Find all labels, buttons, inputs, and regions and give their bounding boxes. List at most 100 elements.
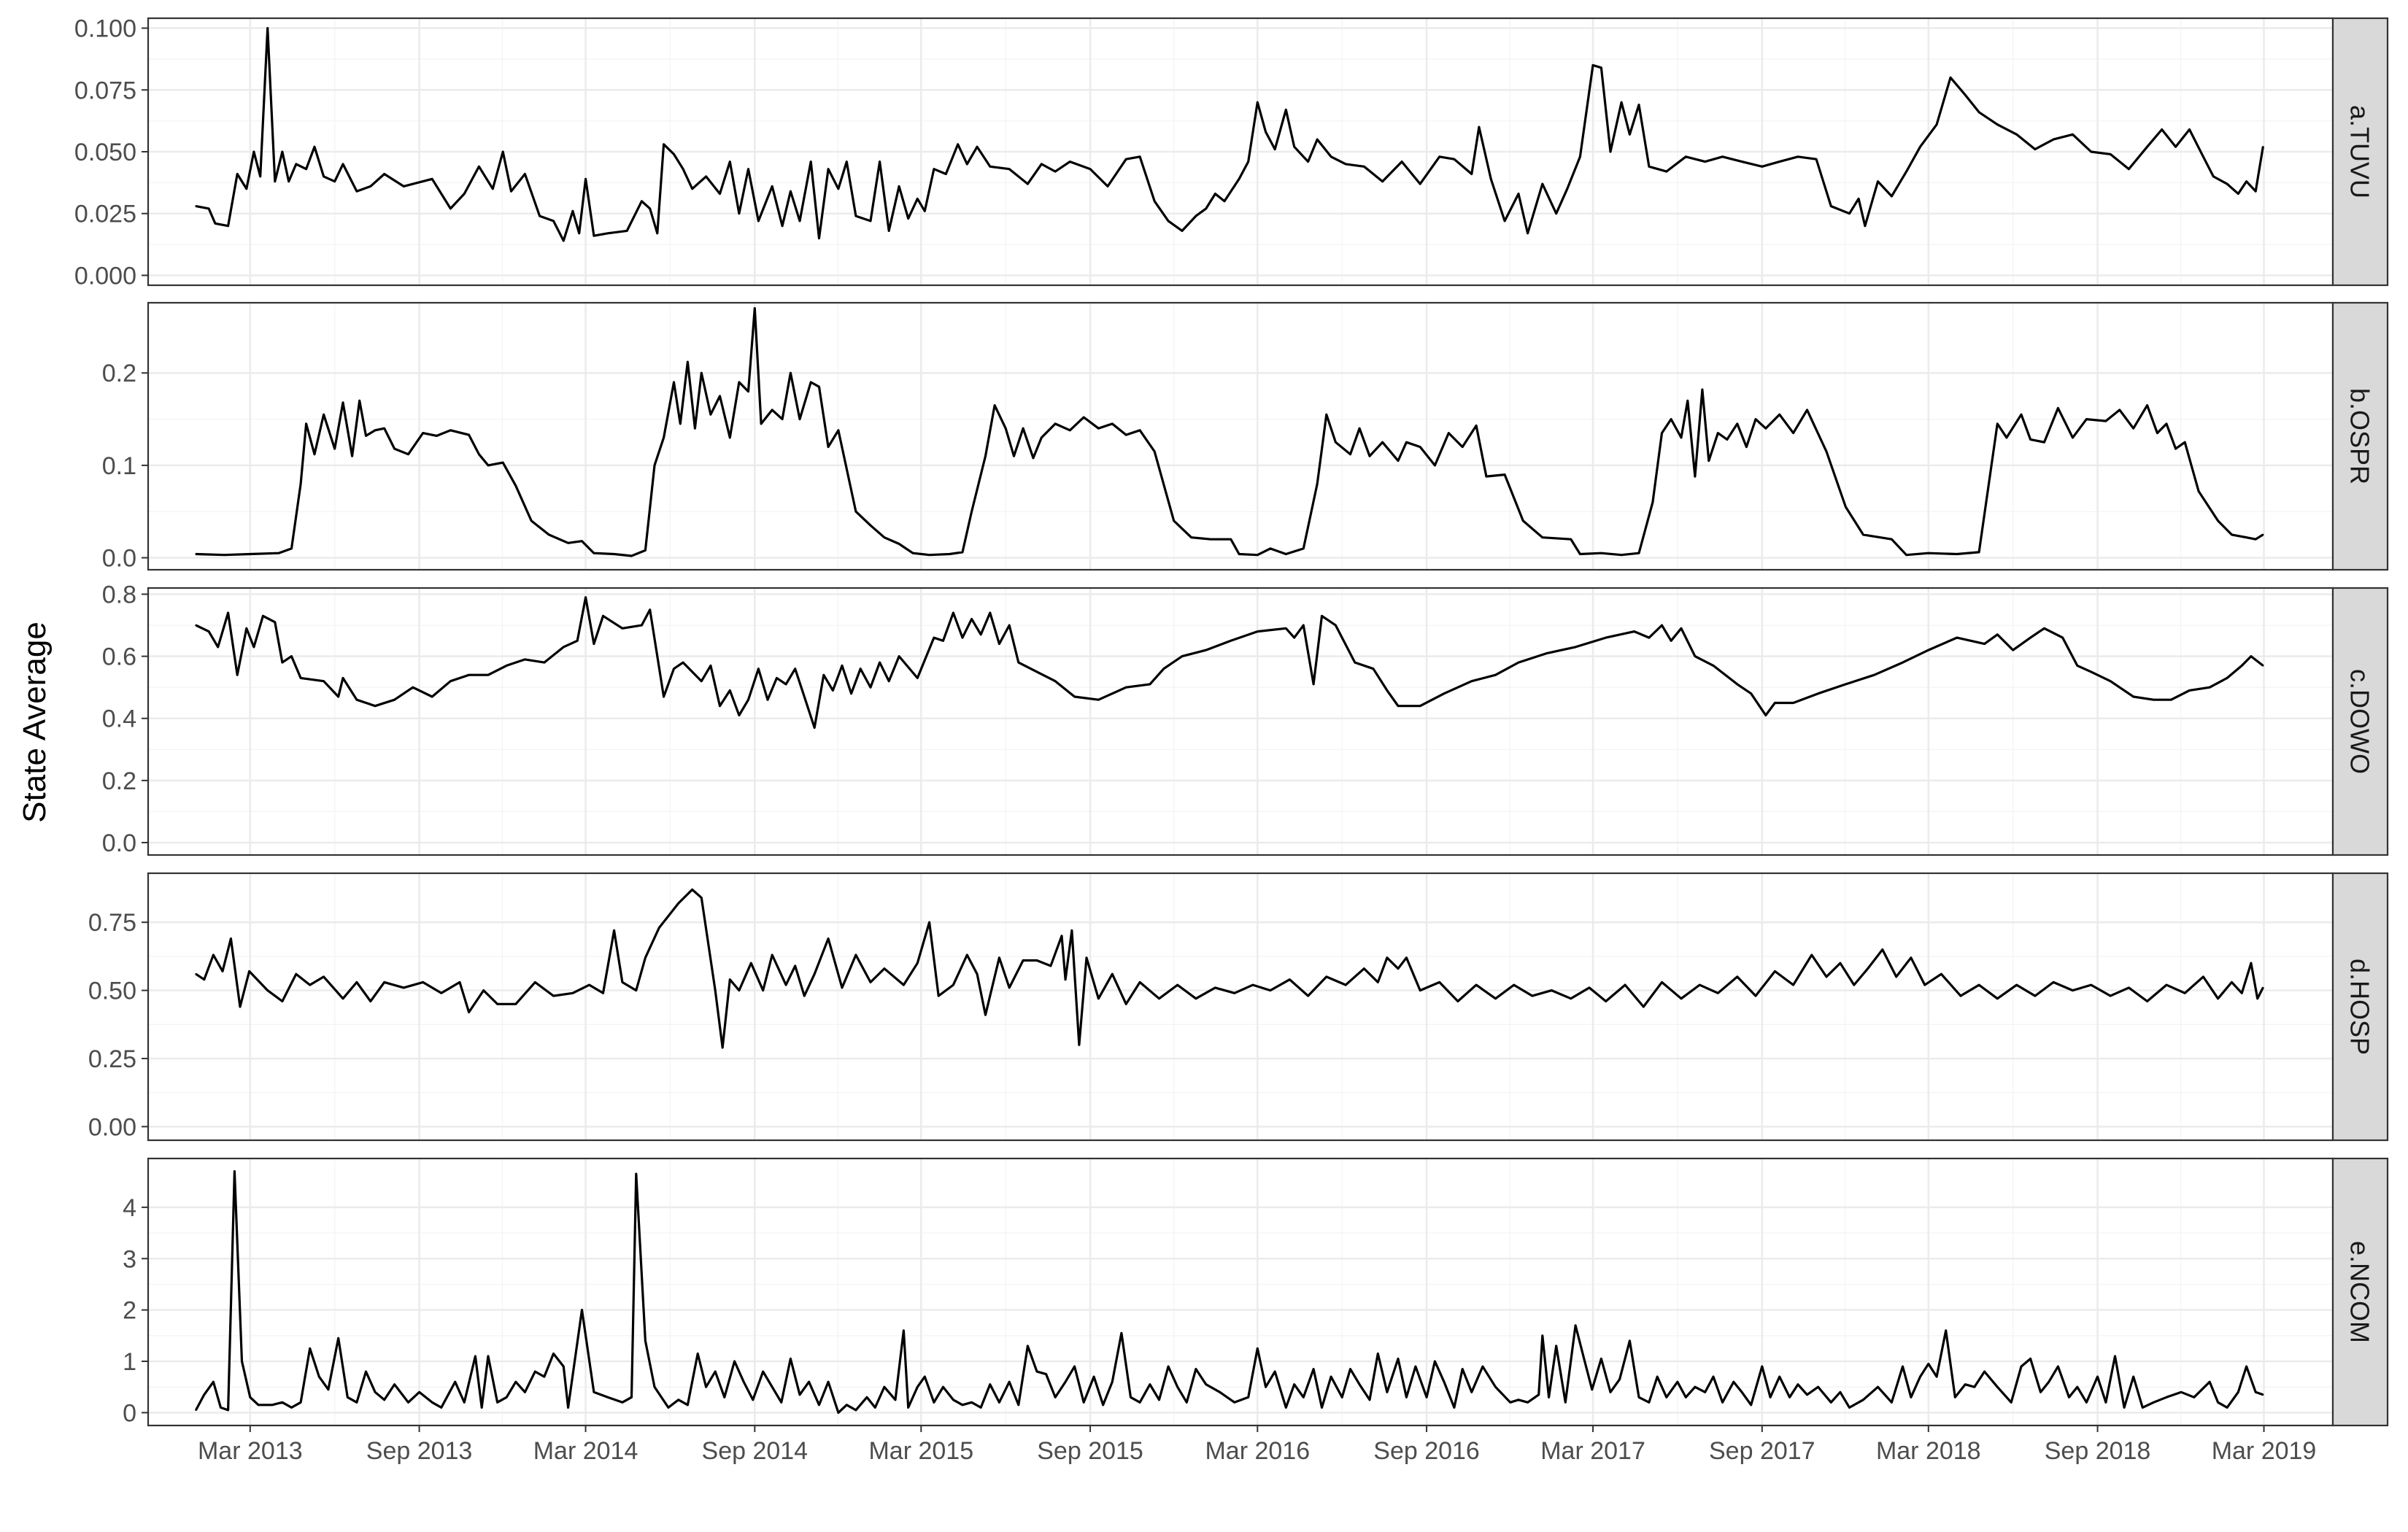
data-point (723, 1396, 725, 1398)
data-point (714, 989, 717, 991)
panels-layer: 0.0000.0250.0500.0750.100a.TUVU0.00.10.2… (74, 15, 2389, 1427)
data-point (602, 992, 604, 994)
data-point (653, 1386, 656, 1388)
data-point (1609, 150, 1612, 153)
data-point (593, 1391, 595, 1393)
data-point (1335, 441, 1337, 444)
data-point (762, 1370, 764, 1373)
data-point (1910, 956, 1913, 959)
data-point (771, 409, 773, 411)
data-point (407, 453, 409, 455)
data-point (1704, 160, 1706, 163)
data-point (290, 547, 293, 550)
data-point (1349, 1368, 1351, 1370)
data-point (1694, 475, 1697, 478)
data-point (1685, 1396, 1687, 1398)
data-point (677, 902, 679, 905)
data-point (2165, 422, 2168, 425)
data-point (798, 1393, 801, 1396)
data-point (365, 435, 367, 437)
data-point (1685, 155, 1687, 158)
data-point (1648, 1401, 1651, 1404)
data-point (1778, 414, 1780, 416)
y-tick-label: 2 (123, 1297, 136, 1325)
facet-strip (2331, 17, 2389, 287)
data-point (1541, 536, 1543, 538)
data-point (1774, 970, 1776, 972)
data-point (1054, 170, 1057, 173)
data-point (1643, 1005, 1645, 1008)
x-tick-label: Mar 2015 (868, 1437, 973, 1465)
data-point (691, 889, 693, 891)
data-point (422, 432, 424, 434)
data-point (1386, 1391, 1389, 1393)
data-point (593, 552, 595, 554)
data-point (1130, 1396, 1132, 1398)
data-point (458, 981, 461, 983)
data-point (274, 180, 276, 182)
data-point (449, 207, 452, 210)
data-point (719, 395, 721, 398)
panel-background (148, 873, 2333, 1140)
data-point (496, 1401, 498, 1404)
data-point (1902, 1365, 1904, 1368)
data-point (1405, 956, 1408, 959)
data-point (1083, 416, 1085, 419)
data-point (2193, 1396, 2195, 1398)
data-point (798, 220, 801, 223)
data-point (1022, 428, 1024, 430)
data-point (1269, 989, 1272, 991)
data-point (2034, 148, 2037, 150)
data-point (1973, 1386, 1975, 1388)
data-point (1877, 1386, 1879, 1388)
data-point (262, 615, 264, 617)
y-tick-label: 0 (123, 1399, 136, 1427)
data-point (1769, 1396, 1772, 1398)
data-point (436, 435, 438, 437)
data-point (2020, 414, 2023, 416)
data-point (1397, 460, 1400, 462)
data-point (1181, 230, 1184, 232)
data-point (1078, 1044, 1081, 1046)
data-point (552, 1353, 555, 1355)
data-point (1541, 1334, 1543, 1337)
data-point (1341, 1396, 1343, 1398)
data-point (1996, 633, 1999, 635)
data-point (1661, 432, 1663, 434)
data-point (355, 699, 358, 701)
data-point (733, 1360, 736, 1363)
data-point (1583, 1360, 1586, 1363)
data-point (1927, 649, 1929, 651)
data-point (1665, 1396, 1667, 1398)
data-point (524, 1391, 526, 1393)
data-point (656, 232, 658, 234)
data-point (1694, 655, 1697, 657)
data-point (195, 553, 197, 555)
data-point (1293, 636, 1295, 639)
data-point (431, 1401, 433, 1404)
data-point (1545, 652, 1548, 654)
data-point (1195, 214, 1197, 217)
data-point (1162, 668, 1165, 670)
data-point (1400, 160, 1403, 163)
data-point (701, 680, 703, 682)
data-point (249, 553, 251, 555)
data-point (1788, 1396, 1791, 1398)
x-tick-label: Sep 2013 (366, 1437, 473, 1465)
data-point (355, 190, 358, 193)
data-point (1977, 983, 1980, 986)
data-point (2226, 677, 2228, 679)
data-point (449, 680, 452, 682)
data-point (1910, 1396, 1913, 1398)
data-point (1648, 166, 1651, 168)
data-point (2250, 655, 2253, 657)
data-point (1125, 433, 1127, 436)
data-point (341, 997, 344, 1000)
x-tick-label: Sep 2014 (702, 1437, 809, 1465)
data-point (1570, 538, 1572, 541)
data-point (1806, 1393, 1808, 1396)
data-point (790, 1358, 792, 1360)
data-point (1541, 182, 1543, 185)
data-point (1358, 428, 1361, 430)
data-point (313, 146, 316, 148)
